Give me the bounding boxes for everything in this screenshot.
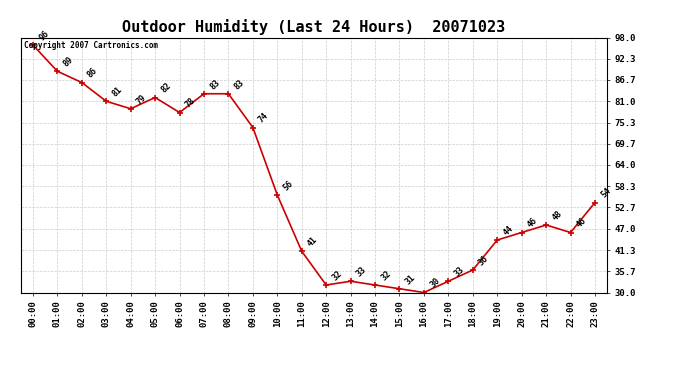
Text: 79: 79 <box>135 93 148 106</box>
Text: 81: 81 <box>110 85 124 99</box>
Text: 31: 31 <box>404 273 417 286</box>
Text: 48: 48 <box>550 209 564 222</box>
Text: 78: 78 <box>184 96 197 110</box>
Text: 36: 36 <box>477 254 491 267</box>
Text: 96: 96 <box>37 29 50 42</box>
Text: 46: 46 <box>575 216 588 230</box>
Text: 83: 83 <box>233 78 246 91</box>
Text: 74: 74 <box>257 111 270 125</box>
Text: 41: 41 <box>306 235 319 249</box>
Text: 32: 32 <box>331 269 344 282</box>
Text: 32: 32 <box>380 269 393 282</box>
Text: 56: 56 <box>282 179 295 192</box>
Text: 83: 83 <box>208 78 221 91</box>
Text: 33: 33 <box>355 265 368 279</box>
Text: 30: 30 <box>428 276 442 290</box>
Title: Outdoor Humidity (Last 24 Hours)  20071023: Outdoor Humidity (Last 24 Hours) 2007102… <box>122 19 506 35</box>
Text: 33: 33 <box>453 265 466 279</box>
Text: 54: 54 <box>599 186 613 200</box>
Text: 44: 44 <box>502 224 515 237</box>
Text: 89: 89 <box>61 55 75 69</box>
Text: Copyright 2007 Cartronics.com: Copyright 2007 Cartronics.com <box>23 41 158 50</box>
Text: 46: 46 <box>526 216 540 230</box>
Text: 86: 86 <box>86 66 99 80</box>
Text: 82: 82 <box>159 81 172 95</box>
